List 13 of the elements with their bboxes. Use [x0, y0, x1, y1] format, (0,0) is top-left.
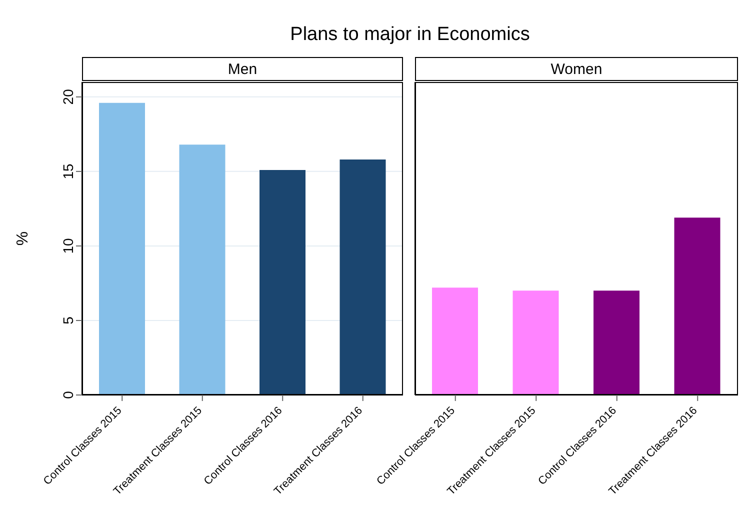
- y-tick-label: 15: [60, 163, 76, 180]
- bar: [179, 144, 226, 395]
- bar: [340, 160, 386, 395]
- y-tick-label: 20: [60, 88, 76, 105]
- y-tick-label: 10: [60, 238, 76, 254]
- y-tick-label: 5: [60, 316, 76, 324]
- chart-title: Plans to major in Economics: [289, 24, 531, 46]
- chart-subtitle: Men: [82, 57, 403, 81]
- chart-subtitle: Women: [415, 57, 738, 81]
- y-axis-title: %: [14, 231, 32, 246]
- y-tick-label: 0: [60, 390, 76, 399]
- bar: [99, 102, 145, 395]
- bar: [260, 170, 306, 395]
